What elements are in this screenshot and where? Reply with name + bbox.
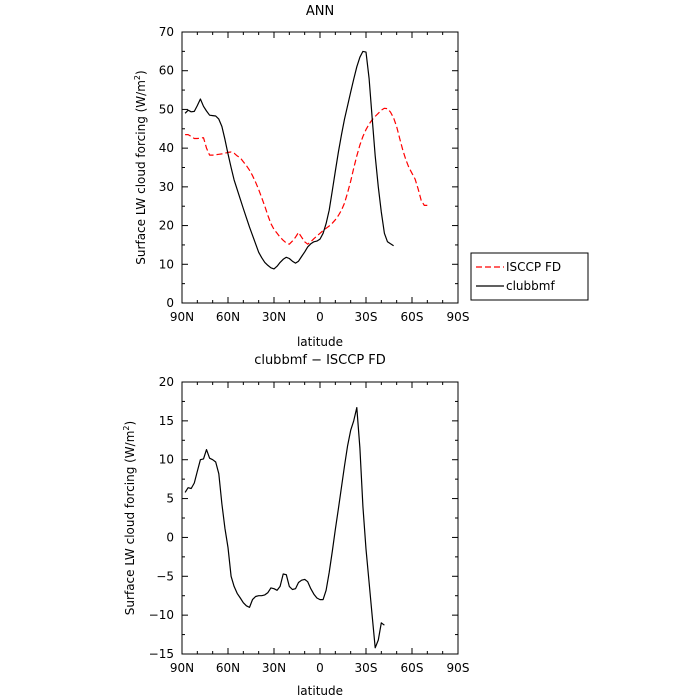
bottom-x-tick-label: 60N: [216, 661, 240, 675]
bottom-y-tick-label: −5: [156, 569, 174, 583]
top-y-tick-label: 70: [159, 25, 174, 39]
bottom-x-tick-label: 90N: [170, 661, 194, 675]
bottom-x-tick-label: 30S: [355, 661, 378, 675]
top-y-tick-label: 60: [159, 64, 174, 78]
bottom-x-tick-label: 0: [316, 661, 324, 675]
bottom-x-tick-label: 90S: [447, 661, 470, 675]
top-x-tick-label: 0: [316, 310, 324, 324]
bottom-y-tick-label: 20: [159, 375, 174, 389]
bottom-y-tick-label: 10: [159, 453, 174, 467]
top-x-tick-label: 60S: [401, 310, 424, 324]
top-x-tick-label: 30S: [355, 310, 378, 324]
bottom-y-tick-label: −15: [149, 647, 174, 661]
bottom-y-axis-label: Surface LW cloud forcing (W/m2): [122, 421, 137, 615]
top-panel: ANN 90N 60N 30N 0 30S 60S 90S 0 10 20 30 40 50 60 70 l…: [133, 4, 589, 349]
top-chart-title: ANN: [306, 4, 334, 19]
top-y-axis-label: Surface LW cloud forcing (W/m2): [133, 70, 148, 264]
bottom-x-tick-label: 30N: [262, 661, 286, 675]
top-x-tick-label: 90S: [447, 310, 470, 324]
top-x-axis-label: latitude: [297, 335, 343, 349]
top-series-line-isccp-fd: [185, 107, 428, 245]
top-x-tick-label: 30N: [262, 310, 286, 324]
top-x-tick-label: 60N: [216, 310, 240, 324]
top-y-tick-label: 10: [159, 257, 174, 271]
bottom-series-line-difference: [184, 407, 385, 649]
top-y-tick-label: 0: [166, 296, 174, 310]
bottom-y-tick-label: −10: [149, 608, 174, 622]
top-series-line-clubbmf: [184, 50, 394, 270]
top-y-tick-label: 50: [159, 102, 174, 116]
legend: ISCCP FD clubbmf: [470, 252, 589, 301]
bottom-y-tick-label: 5: [166, 492, 174, 506]
bottom-y-tick-label: 15: [159, 414, 174, 428]
bottom-plot-frame: [181, 381, 459, 655]
bottom-x-tick-label: 60S: [401, 661, 424, 675]
bottom-x-axis-label: latitude: [297, 684, 343, 698]
bottom-chart-title: clubbmf − ISCCP FD: [254, 353, 386, 368]
legend-box: [470, 252, 589, 301]
top-y-tick-label: 30: [159, 180, 174, 194]
top-x-tick-label: 90N: [170, 310, 194, 324]
legend-label-clubbmf: clubbmf: [506, 279, 555, 293]
legend-label-isccp: ISCCP FD: [506, 260, 561, 274]
top-plot-area: 90N 60N 30N 0 30S 60S 90S 0 10 20 30 40 50 60 70: [159, 25, 470, 324]
top-y-tick-label: 20: [159, 219, 174, 233]
bottom-panel: clubbmf − ISCCP FD 90N 60N 30N 0 30S 60S 90S −1…: [122, 353, 469, 698]
top-y-tick-label: 40: [159, 141, 174, 155]
bottom-plot-area: 90N 60N 30N 0 30S 60S 90S −15 −10 −5 0 5 10 15 20: [149, 375, 470, 675]
bottom-y-tick-label: 0: [166, 530, 174, 544]
top-plot-frame: [181, 31, 459, 304]
